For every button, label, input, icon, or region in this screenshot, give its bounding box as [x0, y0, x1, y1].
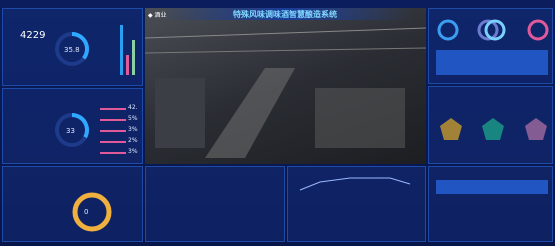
list-bar	[100, 119, 126, 121]
list-value: 2%	[128, 137, 138, 144]
list-bar	[100, 141, 126, 143]
list-bar	[100, 130, 126, 132]
list-value: 5%	[128, 115, 138, 122]
ring-value: 0	[84, 208, 88, 216]
ring-value: 33	[66, 127, 75, 135]
list-value: 3%	[128, 148, 138, 155]
list-value: 3%	[128, 126, 138, 133]
list-value: 42.	[128, 104, 138, 111]
list-bar	[100, 152, 126, 154]
ring-value: 35.8	[64, 46, 80, 54]
dashboard: ◆ 酒业 特殊风味调味酒智慧酿造系统 4229 0 35.8 33 42.5%3…	[0, 0, 555, 246]
list-bar	[100, 108, 126, 110]
